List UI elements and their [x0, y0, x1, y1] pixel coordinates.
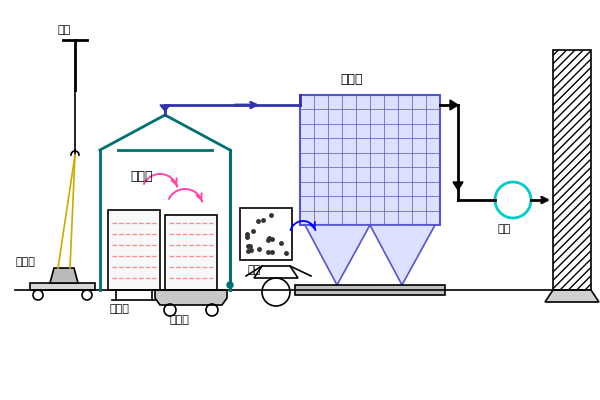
Polygon shape [305, 225, 370, 285]
Polygon shape [160, 105, 170, 111]
Text: 风机: 风机 [497, 224, 510, 234]
Bar [165, 215, 217, 290]
Bar [295, 285, 445, 295]
Bar [553, 50, 591, 290]
Polygon shape [453, 182, 463, 190]
Bar [240, 208, 292, 260]
Text: 吊车: 吊车 [57, 25, 70, 35]
Text: 加料车: 加料车 [15, 257, 35, 267]
Text: 中频炉: 中频炉 [110, 304, 130, 314]
Polygon shape [450, 100, 458, 110]
Polygon shape [370, 225, 435, 285]
Text: 灰仓: 灰仓 [248, 265, 261, 275]
Polygon shape [545, 290, 599, 302]
Bar [300, 95, 440, 225]
Bar [30, 283, 95, 290]
Text: 除尘器: 除尘器 [340, 73, 362, 86]
Polygon shape [50, 268, 78, 283]
Bar [108, 210, 160, 290]
Text: 集烟罩: 集烟罩 [130, 170, 152, 183]
Text: 钢包车: 钢包车 [170, 315, 190, 325]
Circle shape [227, 282, 233, 288]
Polygon shape [155, 290, 227, 305]
